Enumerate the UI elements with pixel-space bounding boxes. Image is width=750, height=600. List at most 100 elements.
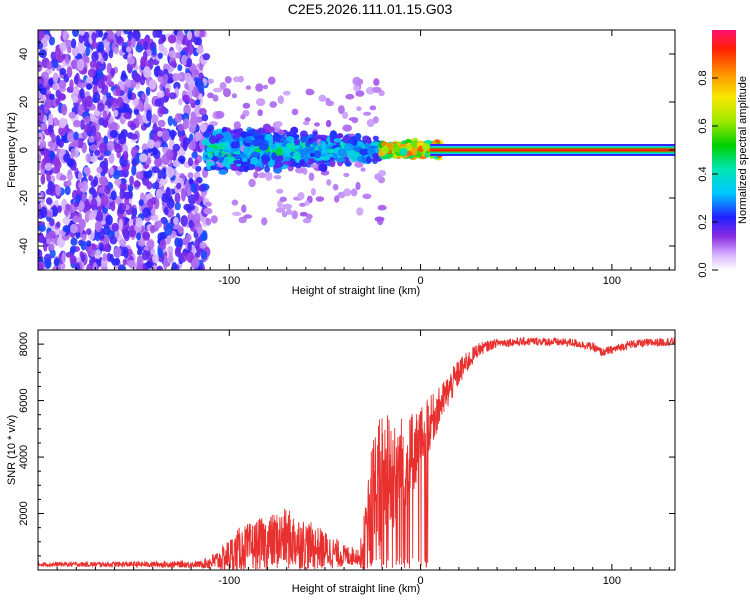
spectrogram-cell [135,217,143,228]
spectrogram-cell [135,171,144,180]
spectrogram-cell [54,47,62,58]
spectrogram-cell [127,57,136,65]
spectrogram-cell [282,203,293,210]
spectrogram-cell [38,42,44,50]
spectrogram-cell [67,46,72,54]
spectrogram-cell [277,95,284,105]
spectrogram-cell [154,180,160,190]
spectrogram-cell [320,148,329,155]
spectrogram-cell [165,166,174,178]
spectrogram-cell [98,30,104,38]
spectrogram-cell [139,153,148,163]
spectrogram-cell [98,187,106,194]
spectrogram-cell [200,123,207,133]
spectrogram-cell [362,193,372,200]
spectrogram-cell [176,30,184,41]
spectrogram-cell [212,94,219,102]
spectrogram-cell [55,185,62,196]
spectrogram-cell [118,264,126,270]
spectrogram-cell [201,139,212,146]
spectrogram-cell [232,211,242,216]
spectrogram-cell [371,86,382,93]
spectrogram-cell [91,32,97,42]
spectrogram-cell [180,251,187,263]
spectrogram-cell [285,143,292,148]
spectrogram-cell [71,38,77,49]
spectrogram-cell [164,224,173,236]
spectrogram-cell [267,159,275,168]
spectrogram-cell [72,120,82,128]
spectrogram-cell [354,133,362,140]
spectrogram-cell [109,253,114,263]
spectrogram-cell [104,185,111,195]
spectrogram-cell [218,156,224,164]
snr-frame [37,329,676,571]
spectrogram-x-label: Height of straight line (km) [292,285,420,297]
spectrogram-cell [372,152,380,159]
spectrogram-cell [81,193,87,203]
colorbar-tick-label: 0.0 [697,262,709,277]
spectrogram-cell [218,144,226,150]
spectrogram-cell [279,196,287,203]
colorbar: 0.0 0.2 0.4 0.6 0.8 Normalized spectral ampl… [697,30,749,278]
spectrogram-cell [72,30,80,38]
spectrogram-cell [152,30,158,39]
spectrogram-cell [188,98,194,105]
spectrogram-cell [176,182,182,190]
spectrogram-cell [66,66,73,78]
spectrogram-cell [267,76,276,85]
spectrogram-cell [297,192,305,200]
spectrogram-cell [353,84,360,92]
spectrogram-cell [87,68,96,78]
spectrogram-cell [174,192,181,204]
spectrogram-cell [91,51,99,63]
spectrogram-cell [157,119,166,128]
spectrogram-cell [177,226,184,234]
spectrogram-cell [156,265,162,270]
spectrogram-cell [114,178,122,186]
spectrogram-cell [194,99,201,106]
spectrogram-cell [188,219,194,229]
spectrogram-cell [223,88,231,98]
spectrogram-cell [184,72,192,83]
spectrogram-cell [72,215,80,224]
spectrogram-cell [97,79,105,89]
spectrogram-cell [162,129,170,142]
spectrogram-cell [343,188,352,197]
spectrogram-cell [49,93,55,101]
spectrogram-cell [364,142,370,150]
spectrogram-cell [215,110,225,119]
spectrogram-cell [218,169,228,175]
spectrogram-cell [73,74,79,85]
spectrogram-cell [45,257,51,269]
spectrogram-cell [264,165,270,173]
spectrogram-cell [194,30,200,38]
spectrogram-cell [305,141,311,148]
snr-x-tick-label: -100 [218,575,240,587]
spectrogram-cell [103,116,109,128]
spectrogram-cell [59,174,67,181]
spectrogram-y-tick-label: -40 [18,238,30,254]
spectrogram-cell [114,144,123,153]
spectrogram-panel: -100 0 100 -40 -20 0 20 40 Height of straight … [6,29,676,297]
spectrogram-cell [205,147,216,153]
spectrogram-cell [201,113,209,122]
spectrogram-cell [202,53,211,61]
spectrogram-cell [146,139,155,149]
spectrogram-cell [188,45,194,56]
spectrogram-cell [90,125,97,137]
spectrogram-cell [294,138,300,146]
spectrogram-cell [313,150,322,159]
spectrogram-cell [261,217,268,226]
spectrogram-cell [49,248,56,259]
spectrogram-cell [52,206,58,217]
spectrogram-cell [195,251,201,258]
spectrogram-cell [123,112,131,119]
spectrogram-cell [124,79,132,88]
spectrogram-cell [61,251,66,264]
spectrogram-cell [83,115,91,124]
spectrogram-cell [86,76,94,84]
spectrogram-cell [231,93,237,99]
spectrogram-cell [345,93,355,100]
spectrogram-cell [52,83,59,91]
